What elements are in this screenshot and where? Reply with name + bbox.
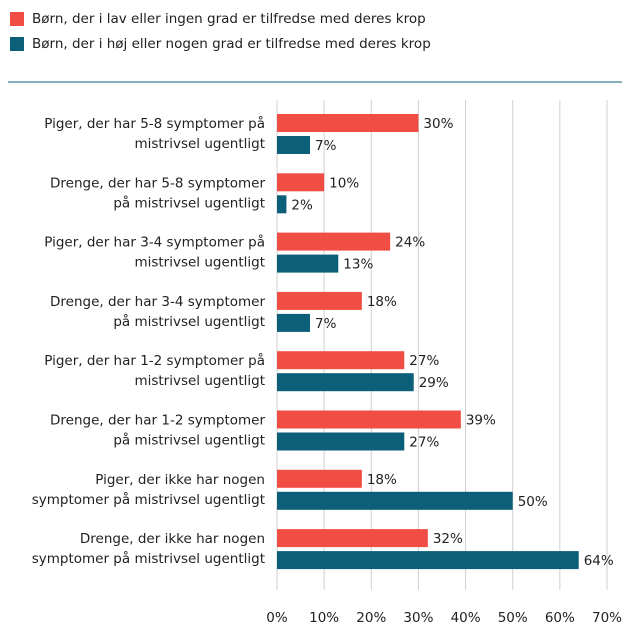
value-label: 10% [329,175,359,191]
legend-swatch [10,12,24,26]
bar [277,114,419,132]
value-label: 39% [466,413,496,429]
value-label: 29% [419,375,449,391]
legend-swatch [10,37,24,51]
bar [277,173,325,192]
category-label: Piger, der har 3-4 symptomer på mistrivse… [44,234,265,271]
bar [277,254,339,273]
legend-label: Børn, der i høj eller nogen grad er tilf… [32,36,431,52]
bar [277,313,310,332]
bar [277,373,414,392]
value-label: 18% [367,294,397,310]
category-line: på mistrivsel ugentligt [113,194,265,211]
bar [277,351,405,370]
category-line: Drenge, der har 5-8 symptomer [50,175,265,191]
x-tick-label: 50% [498,610,528,626]
bar [277,551,579,570]
category-line: Piger, der har 3-4 symptomer på [44,234,265,251]
bar [277,136,310,154]
bar [277,529,428,548]
bar [277,410,461,429]
x-tick-label: 70% [592,610,622,626]
category-line: symptomer på mistrivsel ugentligt [32,491,265,508]
category-label: Drenge, der har 5-8 symptomer på mistrivs… [50,175,265,211]
category-label: Piger, der ikke har nogen symptomer på mi… [32,472,265,508]
value-label: 24% [395,235,425,251]
category-label: Piger, der har 5-8 symptomer på mistrivse… [44,115,265,152]
category-line: på mistrivsel ugentligt [113,313,265,330]
x-tick-label: 10% [309,610,339,626]
category-line: mistrivsel ugentligt [134,255,265,271]
category-line: Piger, der ikke har nogen [95,472,265,488]
category-line: Piger, der har 1-2 symptomer på [44,352,265,369]
value-label: 7% [315,316,337,332]
x-tick-label: 30% [403,610,433,626]
x-tick-label: 0% [266,610,288,626]
category-label: Drenge, der har 3-4 symptomer på mistrivs… [50,294,265,330]
category-line: på mistrivsel ugentligt [113,432,265,449]
category-label: Piger, der har 1-2 symptomer på mistrivse… [44,352,265,389]
category-line: mistrivsel ugentligt [134,373,265,389]
x-tick-label: 60% [545,610,575,626]
legend-label: Børn, der i lav eller ingen grad er tilf… [32,11,426,27]
category-line: Drenge, der ikke har nogen [80,531,265,547]
category-label: Drenge, der har 1-2 symptomer på mistrivs… [50,413,265,449]
category-label: Drenge, der ikke har nogen symptomer på m… [32,531,265,567]
value-label: 64% [584,553,614,569]
bar [277,291,362,310]
value-label: 30% [423,116,453,132]
category-line: mistrivsel ugentligt [134,136,265,152]
value-label: 27% [409,435,439,451]
x-tick-label: 20% [356,610,386,626]
category-line: symptomer på mistrivsel ugentligt [32,550,265,567]
category-line: Drenge, der har 3-4 symptomer [50,294,265,310]
value-label: 27% [409,353,439,369]
x-tick-label: 40% [451,610,481,626]
value-label: 32% [433,531,463,547]
value-label: 50% [518,494,548,510]
bar [277,195,287,214]
value-label: 13% [343,257,373,273]
bar [277,432,405,451]
value-label: 18% [367,472,397,488]
bar [277,469,362,488]
bar [277,491,513,510]
category-line: Drenge, der har 1-2 symptomer [50,413,265,429]
category-line: Piger, der har 5-8 symptomer på [44,115,265,132]
value-label: 2% [291,197,313,213]
value-label: 7% [315,138,337,154]
bar [277,232,391,251]
